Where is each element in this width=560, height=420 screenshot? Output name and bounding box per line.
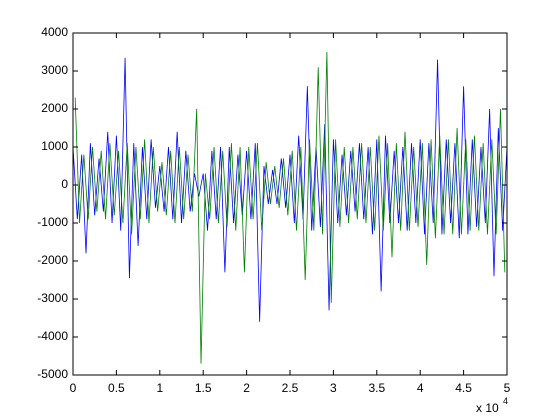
y-tick-label: 3000	[41, 63, 68, 77]
x-tick-label: 4	[417, 381, 424, 395]
x-tick-label: 1.5	[195, 381, 212, 395]
y-tick-label: 1000	[41, 139, 68, 153]
y-tick-label: -4000	[37, 329, 68, 343]
x-tick-label: 3.5	[368, 381, 385, 395]
series-line	[72, 57, 508, 322]
x-tick-label: 0.5	[108, 381, 125, 395]
x-tick-label: 2.5	[282, 381, 299, 395]
x-multiplier: x 10	[476, 401, 499, 415]
x-multiplier-exponent: 4	[503, 396, 508, 406]
y-tick-label: -1000	[37, 215, 68, 229]
x-tick-label: 3	[330, 381, 337, 395]
x-tick-label: 5	[504, 381, 511, 395]
y-tick-label: 2000	[41, 101, 68, 115]
y-tick-label: 4000	[41, 25, 68, 39]
x-tick-label: 1	[156, 381, 163, 395]
x-tick-label: 0	[70, 381, 77, 395]
x-tick-label: 2	[243, 381, 250, 395]
x-tick-label: 4.5	[455, 381, 472, 395]
series-line	[74, 51, 506, 364]
y-tick-label: 0	[61, 177, 68, 191]
y-tick-label: -3000	[37, 291, 68, 305]
y-tick-label: -5000	[37, 367, 68, 381]
plot-area	[72, 51, 508, 364]
y-tick-label: -2000	[37, 253, 68, 267]
